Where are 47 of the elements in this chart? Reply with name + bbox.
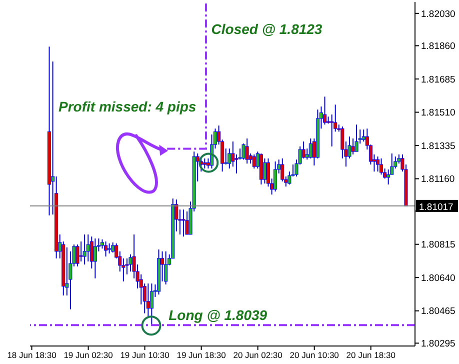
candlestick (245, 138, 249, 164)
y-tick-label: 1.80640 (421, 272, 456, 284)
x-tick-label: 20 Jun 02:30 (233, 350, 283, 360)
candlestick (202, 158, 206, 169)
candlestick (185, 210, 189, 235)
candlestick (146, 282, 150, 317)
candlestick (386, 168, 390, 185)
x-tick-label: 20 Jun 18:30 (346, 350, 396, 360)
y-tick-label: 1.81685 (421, 74, 456, 86)
candlestick (252, 154, 256, 169)
y-tick-label: 1.81510 (421, 108, 456, 119)
candlestick (108, 242, 112, 254)
candlestick (128, 254, 132, 272)
candlestick (82, 234, 86, 265)
candlestick (380, 158, 384, 176)
y-tick-label: 1.80465 (421, 306, 456, 318)
candlestick (76, 244, 80, 267)
x-tick-label: 19 Jun 10:30 (120, 350, 170, 360)
y-tick-label: 1.81860 (421, 41, 456, 52)
y-tick-label: 1.81160 (421, 174, 455, 186)
candlestick (93, 238, 97, 279)
candlestick (150, 282, 154, 326)
candlestick (323, 96, 327, 126)
annotation: Closed @ 1.8123 (211, 20, 322, 37)
candlestick (351, 138, 355, 155)
annotation: Profit missed: 4 pips (58, 98, 196, 115)
x-tick-label: 20 Jun 10:30 (290, 350, 340, 360)
candlestick (308, 138, 312, 159)
candlestick (274, 160, 278, 192)
y-tick-label: 1.80815 (421, 240, 456, 251)
candlestick (86, 234, 90, 262)
ref-line-label: Long @ 1.8039 (168, 307, 268, 324)
x-tick-label: 19 Jun 18:30 (176, 350, 226, 360)
candlestick (104, 240, 108, 257)
ref-line-label: 1.81017 (419, 202, 454, 213)
x-tick-label: 19 Jun 02:30 (64, 350, 114, 360)
candlestick (164, 250, 168, 285)
candlestick (262, 158, 266, 184)
y-tick-label: 1.81335 (421, 140, 456, 152)
x-tick-label: 18 Jun 18:30 (7, 350, 57, 360)
candlestick (182, 209, 186, 238)
y-tick-label: 1.80295 (421, 338, 456, 350)
candlestick (376, 156, 380, 172)
y-tick-label: 1.82030 (421, 8, 456, 20)
candlestick (354, 124, 358, 152)
candlestick (362, 129, 366, 142)
candlestick (79, 240, 83, 262)
